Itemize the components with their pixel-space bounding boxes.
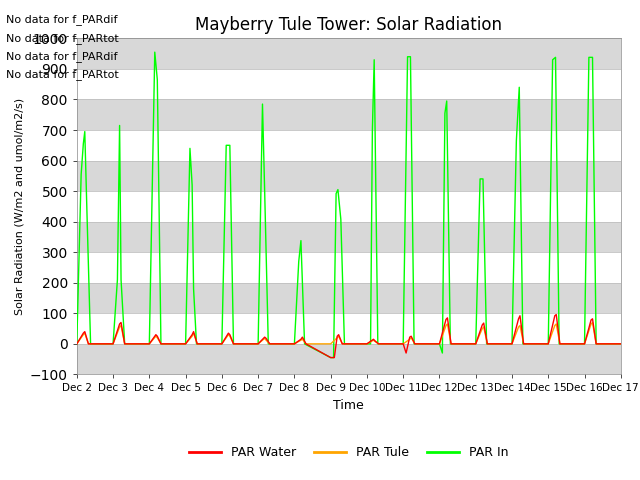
Bar [77,69,621,99]
Y-axis label: Solar Radiation (W/m2 and umol/m2/s): Solar Radiation (W/m2 and umol/m2/s) [14,98,24,315]
Bar [77,344,621,374]
Text: No data for f_PARtot: No data for f_PARtot [6,33,119,44]
Title: Mayberry Tule Tower: Solar Radiation: Mayberry Tule Tower: Solar Radiation [195,16,502,34]
Bar [77,222,621,252]
Bar [77,313,621,344]
Text: No data for f_PARdif: No data for f_PARdif [6,14,118,25]
X-axis label: Time: Time [333,399,364,412]
Text: No data for f_PARdif: No data for f_PARdif [6,51,118,62]
Bar [77,130,621,161]
Bar [77,99,621,130]
Text: No data for f_PARtot: No data for f_PARtot [6,69,119,80]
Legend: PAR Water, PAR Tule, PAR In: PAR Water, PAR Tule, PAR In [184,441,513,464]
Bar [77,252,621,283]
Bar [77,283,621,313]
Bar [77,38,621,69]
Bar [77,191,621,222]
Bar [77,161,621,191]
